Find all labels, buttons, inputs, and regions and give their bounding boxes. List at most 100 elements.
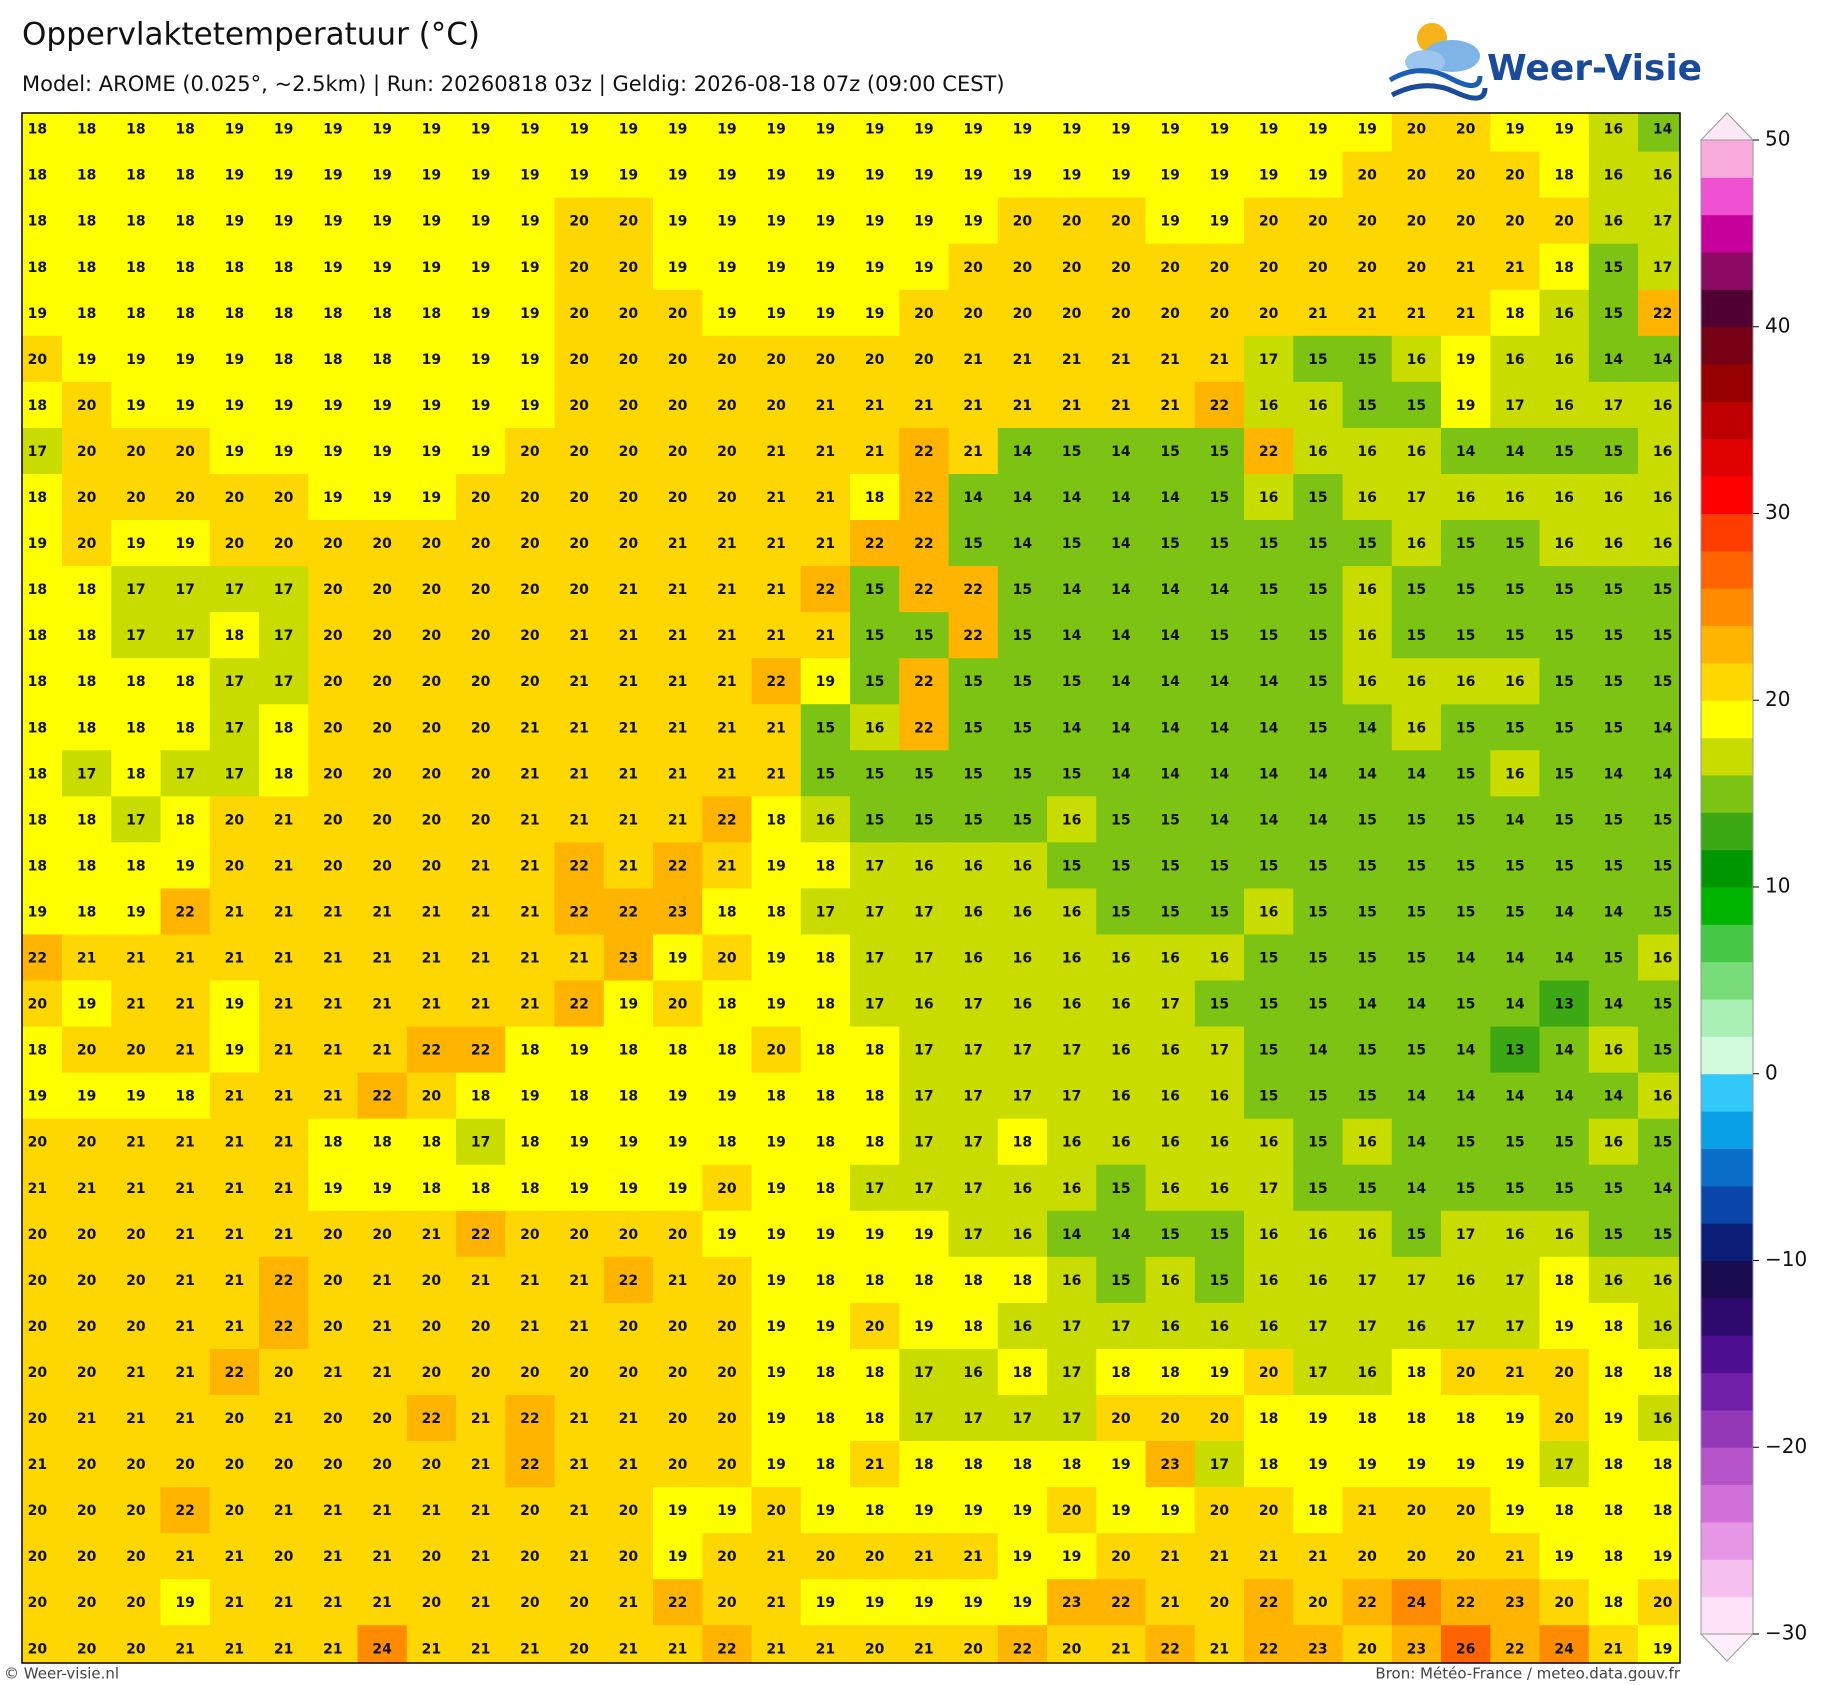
temperature-label: 21: [1505, 260, 1524, 276]
temperature-label: 18: [274, 766, 293, 782]
colorbar-segment: [1701, 737, 1753, 776]
temperature-label: 16: [963, 858, 982, 874]
temperature-cell: [603, 842, 654, 890]
temperature-label: 20: [717, 1411, 737, 1427]
temperature-label: 18: [28, 628, 47, 644]
temperature-label: 20: [1407, 122, 1427, 138]
temperature-label: 20: [225, 1411, 245, 1427]
temperature-label: 21: [766, 1595, 785, 1611]
temperature-cell: [554, 1072, 605, 1120]
temperature-cell: [702, 796, 753, 843]
temperature-label: 16: [1554, 352, 1573, 368]
temperature-label: 15: [914, 812, 933, 828]
temperature-cell: [1588, 842, 1639, 890]
temperature-label: 20: [668, 997, 688, 1013]
temperature-cell: [603, 381, 654, 429]
temperature-label: 20: [717, 951, 737, 967]
temperature-cell: [1441, 473, 1491, 521]
temperature-label: 17: [963, 1227, 982, 1243]
temperature-label: 19: [717, 260, 736, 276]
temperature-cell: [653, 612, 703, 659]
temperature-label: 19: [914, 1319, 933, 1335]
temperature-label: 16: [1160, 1319, 1179, 1335]
temperature-label: 21: [1357, 306, 1376, 322]
temperature-label: 19: [471, 122, 490, 138]
temperature-label: 20: [520, 1227, 540, 1243]
temperature-label: 21: [816, 490, 835, 506]
temperature-cell: [1441, 197, 1491, 245]
temperature-label: 18: [175, 168, 194, 184]
temperature-cell: [160, 151, 211, 199]
temperature-label: 18: [372, 306, 391, 322]
temperature-label: 20: [963, 260, 983, 276]
temperature-label: 20: [1111, 260, 1131, 276]
temperature-cell: [702, 113, 753, 153]
temperature-cell: [751, 151, 802, 199]
temperature-cell: [1539, 704, 1590, 751]
temperature-cell: [1145, 243, 1196, 291]
temperature-cell: [1194, 520, 1245, 567]
temperature-label: 20: [766, 1043, 786, 1059]
temperature-label: 20: [1013, 306, 1033, 322]
temperature-label: 15: [1160, 812, 1179, 828]
temperature-label: 21: [520, 1273, 539, 1289]
temperature-label: 20: [520, 628, 540, 644]
temperature-cell: [997, 796, 1048, 843]
temperature-label: 19: [1259, 168, 1278, 184]
temperature-label: 18: [323, 1135, 342, 1151]
temperature-label: 22: [619, 1273, 638, 1289]
temperature-cell: [850, 1026, 900, 1074]
temperature-cell: [1441, 1026, 1491, 1074]
temperature-label: 19: [766, 1227, 785, 1243]
temperature-label: 15: [1604, 444, 1623, 460]
temperature-label: 19: [816, 260, 835, 276]
temperature-cell: [259, 796, 309, 843]
temperature-label: 17: [1308, 1319, 1327, 1335]
temperature-label: 14: [1357, 997, 1377, 1013]
temperature-label: 20: [126, 490, 146, 506]
temperature-label: 19: [372, 444, 391, 460]
colorbar-segment: [1701, 774, 1753, 813]
temperature-label: 20: [372, 858, 392, 874]
temperature-label: 19: [766, 168, 785, 184]
temperature-label: 21: [372, 904, 391, 920]
temperature-label: 20: [77, 1595, 97, 1611]
temperature-cell: [308, 658, 359, 705]
temperature-label: 17: [1505, 398, 1524, 414]
temperature-label: 16: [1456, 490, 1475, 506]
temperature-label: 20: [323, 536, 343, 552]
temperature-label: 20: [225, 1457, 245, 1473]
temperature-label: 17: [1308, 1365, 1327, 1381]
temperature-label: 18: [619, 1043, 638, 1059]
temperature-label: 20: [126, 1595, 146, 1611]
temperature-label: 14: [1653, 1181, 1673, 1197]
temperature-cell: [850, 612, 900, 659]
temperature-cell: [751, 381, 802, 429]
temperature-cell: [1441, 612, 1491, 659]
temperature-cell: [1638, 1026, 1680, 1074]
temperature-label: 20: [619, 214, 639, 230]
temperature-label: 14: [1653, 122, 1673, 138]
temperature-cell: [62, 1118, 112, 1166]
temperature-cell: [22, 888, 63, 936]
temperature-cell: [406, 520, 457, 567]
temperature-label: 16: [1604, 214, 1623, 230]
temperature-label: 19: [1062, 1549, 1081, 1565]
temperature-cell: [997, 473, 1048, 521]
temperature-cell: [1194, 335, 1245, 383]
temperature-label: 21: [963, 398, 982, 414]
temperature-cell: [603, 796, 654, 843]
temperature-cell: [1588, 1026, 1639, 1074]
temperature-label: 16: [1653, 536, 1672, 552]
temperature-cell: [800, 750, 851, 797]
temperature-cell: [357, 381, 408, 429]
temperature-cell: [1342, 980, 1393, 1028]
temperature-label: 20: [569, 1227, 589, 1243]
temperature-label: 19: [372, 214, 391, 230]
temperature-label: 21: [471, 1457, 490, 1473]
temperature-cell: [603, 888, 654, 936]
temperature-cell: [1342, 612, 1393, 659]
temperature-label: 20: [471, 812, 491, 828]
colorbar-segment: [1701, 1111, 1753, 1149]
temperature-cell: [456, 612, 506, 659]
